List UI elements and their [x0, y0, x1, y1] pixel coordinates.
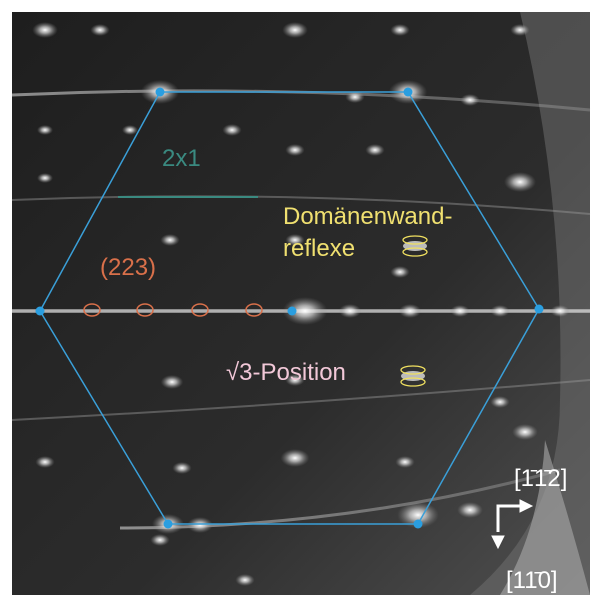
vertex	[288, 307, 297, 316]
vertex	[164, 520, 173, 529]
step-label: (223)	[100, 254, 156, 281]
diffraction-spot	[282, 22, 308, 38]
direction-label: [1̄1̄2]	[514, 465, 567, 492]
diffraction-spot	[550, 305, 569, 317]
diffraction-spot	[160, 234, 179, 246]
diffraction-spot	[510, 24, 529, 36]
diffraction-spot	[90, 24, 109, 36]
diffraction-spot	[222, 124, 241, 136]
diffraction-spot	[285, 144, 304, 156]
vertex	[156, 88, 165, 97]
vertex	[404, 88, 413, 97]
diffraction-spot	[235, 574, 254, 586]
diffraction-spot	[365, 144, 384, 156]
diffraction-spot	[187, 517, 213, 533]
diffraction-spot	[37, 125, 53, 135]
diffraction-spot	[395, 456, 414, 468]
vertex	[36, 307, 45, 316]
diffraction-spot	[457, 502, 483, 518]
direction-label: [11̄0]	[506, 567, 558, 594]
diffraction-spot	[150, 534, 169, 546]
domain-wall-label: Domänenwand-	[283, 203, 452, 230]
superstructure-label: 2x1	[162, 145, 201, 172]
diffraction-spot	[490, 396, 509, 408]
diffraction-spot	[504, 172, 536, 192]
diffraction-spot	[390, 24, 409, 36]
diffraction-spot	[460, 94, 479, 106]
diffraction-spot	[32, 22, 58, 38]
diffraction-spot	[390, 266, 409, 278]
diffraction-spot	[122, 125, 138, 135]
domain-wall-label: reflexe	[283, 235, 355, 262]
vertex	[414, 520, 423, 529]
diffraction-spot	[345, 91, 364, 103]
diffraction-spot	[161, 375, 183, 389]
diffraction-spot	[35, 456, 54, 468]
vertex	[535, 305, 544, 314]
diffraction-spot	[37, 173, 53, 183]
leed-figure: 2x1 Domänenwand- reflexe (223) √3-Positi…	[0, 0, 603, 606]
diffraction-spot	[399, 304, 421, 318]
diffraction-spot	[450, 305, 469, 317]
diffraction-spot	[281, 449, 310, 467]
diffraction-spot	[490, 305, 509, 317]
diffraction-spot	[512, 424, 538, 440]
diffraction-spot	[339, 304, 361, 318]
sqrt3-label: √3-Position	[226, 359, 346, 386]
diffraction-spot	[172, 462, 191, 474]
